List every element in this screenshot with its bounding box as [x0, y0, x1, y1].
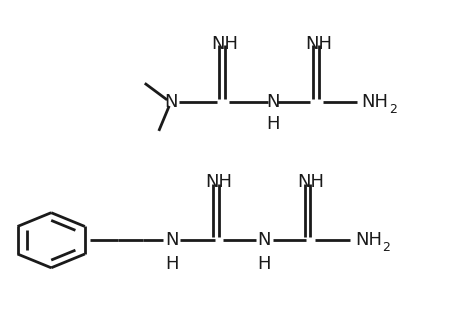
Text: NH: NH — [355, 231, 382, 249]
Text: 2: 2 — [382, 241, 390, 254]
Text: NH: NH — [212, 35, 238, 53]
Text: N: N — [266, 93, 279, 112]
Text: NH: NH — [305, 35, 332, 53]
Text: N: N — [165, 231, 178, 249]
Text: N: N — [164, 93, 177, 112]
Text: N: N — [258, 231, 271, 249]
Text: H: H — [258, 255, 271, 273]
Text: NH: NH — [297, 173, 324, 191]
Text: H: H — [266, 115, 279, 133]
Text: 2: 2 — [389, 103, 397, 116]
Text: NH: NH — [362, 93, 389, 112]
Text: NH: NH — [206, 173, 232, 191]
Text: H: H — [165, 255, 178, 273]
